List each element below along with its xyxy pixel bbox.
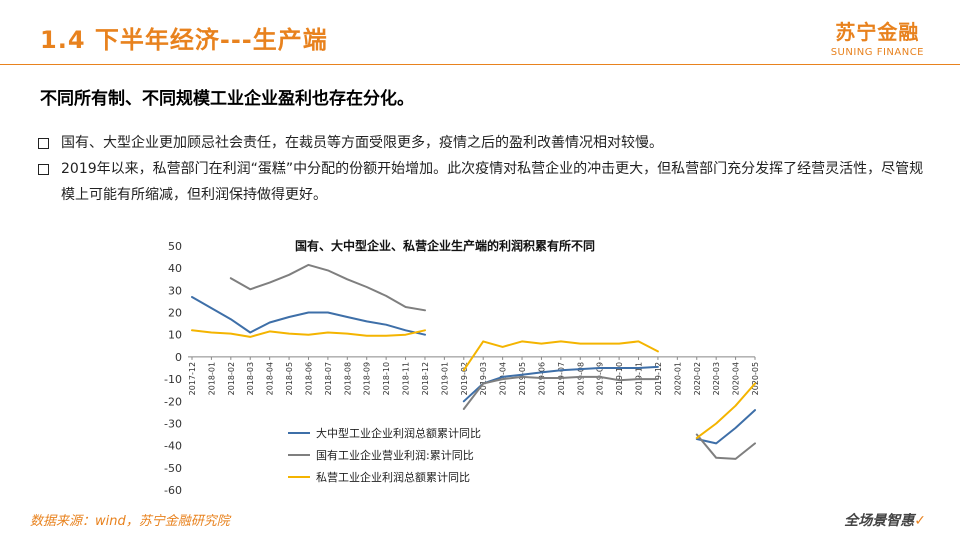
bullet-text: 2019年以来，私营部门在利润“蛋糕”中分配的份额开始增加。此次疫情对私营企业的… — [61, 161, 924, 203]
square-bullet-icon — [38, 164, 49, 175]
series-line — [229, 263, 756, 460]
series-line — [191, 296, 756, 445]
x-tick-label: 2019-05 — [518, 362, 527, 395]
x-tick-label: 2019-02 — [460, 362, 469, 395]
y-tick-label: -30 — [164, 417, 182, 430]
check-icon: ✓ — [914, 513, 926, 529]
y-tick-label: -60 — [164, 484, 182, 497]
square-bullet-icon — [38, 138, 49, 149]
y-tick-label: 20 — [168, 307, 182, 320]
brand-name-cn: 苏宁金融 — [835, 20, 920, 44]
bullet-text: 国有、大型企业更加顾忌社会责任，在裁员等方面受限更多，疫情之后的盈利改善情况相对… — [61, 135, 663, 151]
section-subtitle: 不同所有制、不同规模工业企业盈利也存在分化。 — [40, 89, 414, 109]
y-tick-label: 50 — [168, 240, 182, 253]
x-tick-label: 2020-05 — [751, 362, 760, 395]
slogan: 全场景智惠✓ — [844, 510, 926, 530]
x-tick-label: 2019-10 — [615, 362, 624, 395]
x-tick-label: 2019-03 — [479, 362, 488, 395]
y-tick-label: -50 — [164, 462, 182, 475]
y-tick-label: -10 — [164, 373, 182, 386]
x-tick-label: 2018-06 — [304, 362, 313, 395]
header-divider — [0, 64, 960, 65]
chart-svg: 国有、大中型企业、私营企业生产端的利润积累有所不同 50 40 30 20 10 0 -10… — [164, 238, 760, 497]
series-line — [191, 329, 756, 439]
y-tick-label: 30 — [168, 284, 182, 297]
x-tick-label: 2018-05 — [285, 362, 294, 395]
x-tick-label: 2019-01 — [440, 362, 449, 395]
legend-label: 国有工业企业营业利润:累计同比 — [316, 448, 474, 462]
x-tick-label: 2019-09 — [596, 362, 605, 395]
y-tick-label: 0 — [175, 351, 182, 364]
x-tick-label: 2018-04 — [266, 362, 275, 395]
x-tick-label: 2018-08 — [343, 362, 352, 395]
x-tick-label: 2018-12 — [421, 362, 430, 395]
x-tick-label: 2018-11 — [402, 362, 411, 395]
page-title: 1.4 下半年经济---生产端 — [40, 26, 328, 54]
x-tick-label: 2018-09 — [363, 362, 372, 395]
y-tick-label: -20 — [164, 395, 182, 408]
bullet-item: 国有、大型企业更加顾忌社会责任，在裁员等方面受限更多，疫情之后的盈利改善情况相对… — [36, 130, 926, 156]
chart-title: 国有、大中型企业、私营企业生产端的利润积累有所不同 — [295, 238, 595, 253]
bullet-list: 国有、大型企业更加顾忌社会责任，在裁员等方面受限更多，疫情之后的盈利改善情况相对… — [36, 130, 926, 208]
x-tick-label: 2020-01 — [673, 362, 682, 395]
slogan-text: 全场景智惠 — [844, 513, 915, 529]
x-tick-label: 2018-03 — [246, 362, 255, 395]
y-tick-label: 40 — [168, 262, 182, 275]
x-tick-label: 2017-12 — [188, 362, 197, 395]
x-tick-label: 2020-03 — [712, 362, 721, 395]
line-chart: 国有、大中型企业、私营企业生产端的利润积累有所不同 50 40 30 20 10 0 -10… — [150, 228, 770, 503]
x-tick-label: 2020-02 — [693, 362, 702, 395]
x-tick-label: 2018-10 — [382, 362, 391, 395]
legend-label: 私营工业企业利润总额累计同比 — [316, 470, 470, 484]
y-tick-label: 10 — [168, 329, 182, 342]
legend-label: 大中型工业企业利润总额累计同比 — [316, 426, 481, 440]
x-tick-label: 2018-01 — [207, 362, 216, 395]
x-tick-label: 2020-04 — [732, 362, 741, 395]
x-tick-label: 2018-07 — [324, 362, 333, 395]
brand-name-en: SUNING FINANCE — [830, 47, 924, 58]
x-tick-label: 2018-02 — [227, 362, 236, 395]
data-source-note: 数据来源：wind，苏宁金融研究院 — [30, 514, 230, 529]
y-tick-label: -40 — [164, 440, 182, 453]
x-tick-label: 2019-08 — [576, 362, 585, 395]
bullet-item: 2019年以来，私营部门在利润“蛋糕”中分配的份额开始增加。此次疫情对私营企业的… — [36, 156, 926, 208]
brand-logo: 苏宁金融 SUNING FINANCE — [831, 16, 924, 58]
